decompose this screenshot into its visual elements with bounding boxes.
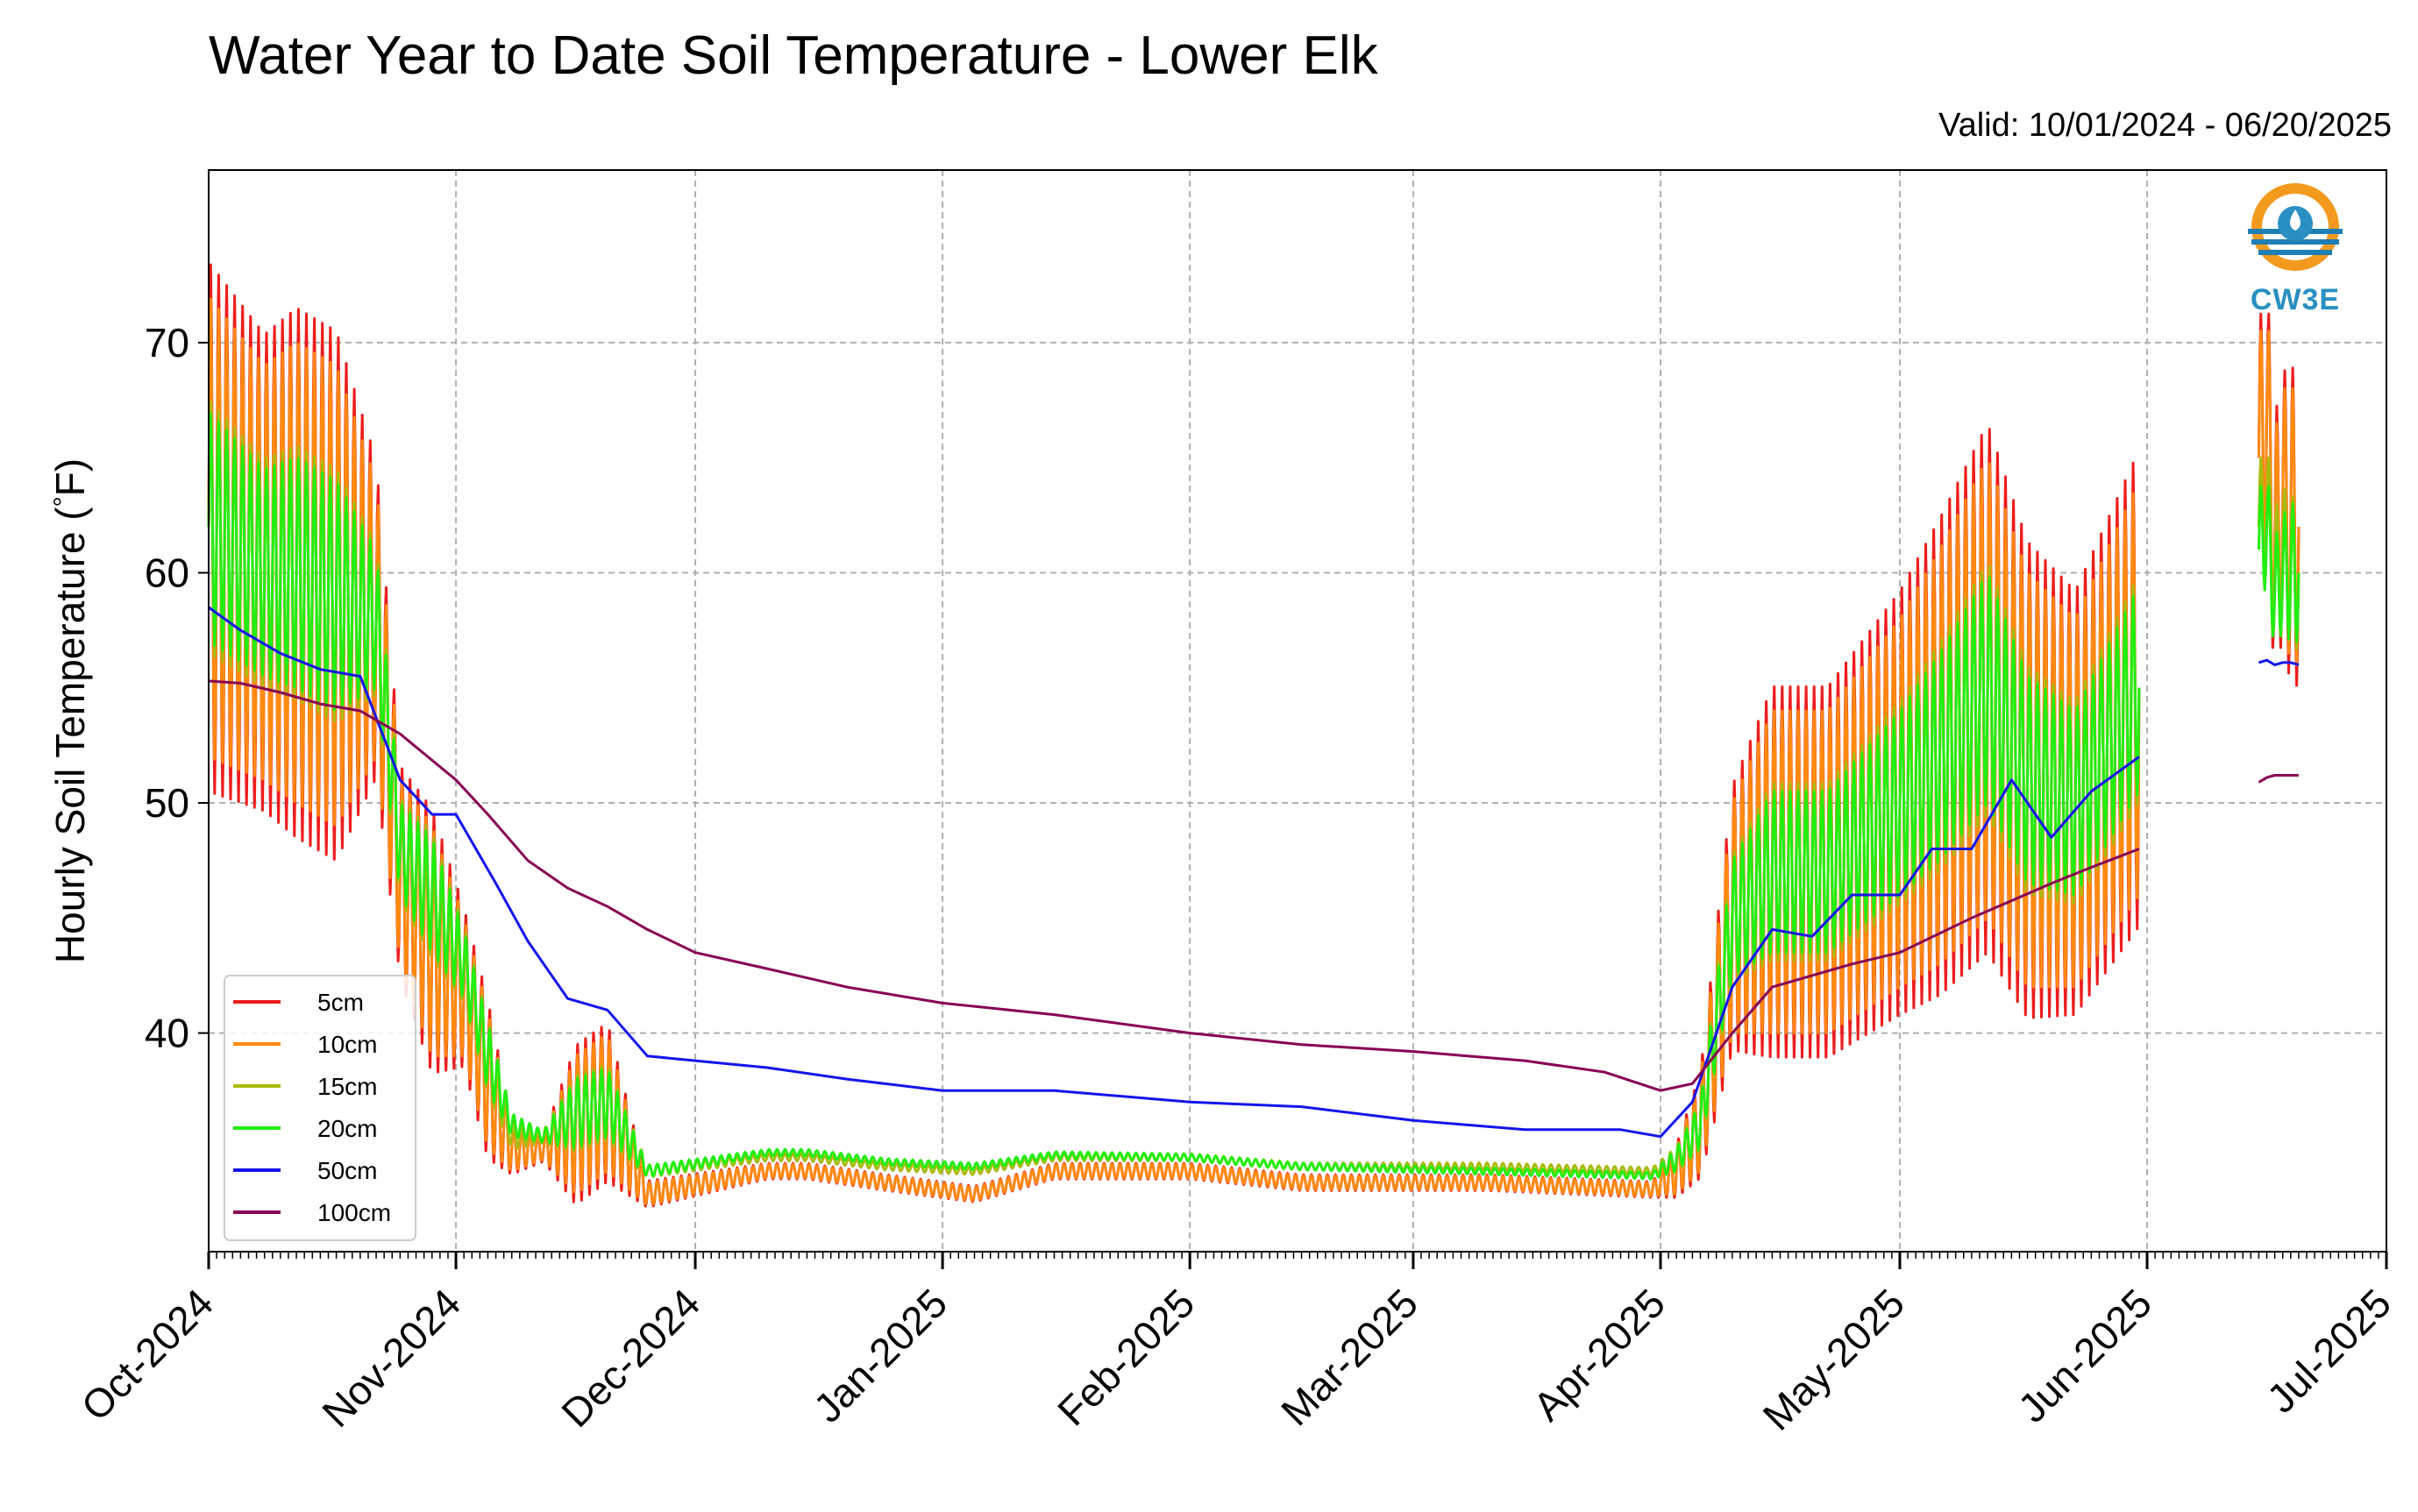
legend-label-10cm: 10cm xyxy=(317,1031,377,1058)
valid-date-range: Valid: 10/01/2024 - 06/20/2025 xyxy=(1938,107,2392,144)
y-axis-label: Hourly Soil Temperature (°F) xyxy=(47,458,93,963)
legend-label-20cm: 20cm xyxy=(317,1115,377,1142)
legend: 5cm 10cm 15cm 20cm 50cm 100cm xyxy=(224,975,416,1241)
cw3e-logo-text: CW3E xyxy=(2250,283,2341,316)
series-line-50cm xyxy=(208,606,2140,1139)
x-tick-label: Dec-2024 xyxy=(552,1280,708,1436)
x-tick-label: Nov-2024 xyxy=(313,1280,469,1436)
x-tick-label: Mar-2025 xyxy=(1272,1280,1426,1434)
series-line-100cm xyxy=(208,679,2140,1092)
legend-label-5cm: 5cm xyxy=(317,989,364,1016)
series-layer xyxy=(207,263,2301,1208)
plot-frame xyxy=(208,169,2387,1253)
series-line-50cm-segment-2 xyxy=(2258,658,2300,666)
legend-label-100cm: 100cm xyxy=(317,1199,391,1226)
x-tick-label: Jun-2025 xyxy=(2009,1280,2160,1430)
x-tick-label: Feb-2025 xyxy=(1049,1280,1203,1434)
cw3e-logo: CW3E xyxy=(2234,180,2357,320)
y-tick-label: 70 xyxy=(145,320,189,366)
chart-title: Water Year to Date Soil Temperature - Lo… xyxy=(209,25,1378,86)
y-tick-label: 40 xyxy=(145,1011,189,1056)
x-tick-label: Jan-2025 xyxy=(805,1280,956,1430)
x-tick-label: Oct-2024 xyxy=(73,1280,223,1430)
legend-box xyxy=(224,975,416,1241)
legend-label-50cm: 50cm xyxy=(317,1157,377,1184)
x-tick-label: Apr-2025 xyxy=(1524,1280,1674,1430)
series-line-100cm-segment-2 xyxy=(2258,774,2299,784)
legend-label-15cm: 15cm xyxy=(317,1073,377,1100)
y-tick-label: 50 xyxy=(145,780,189,826)
grid-layer xyxy=(209,170,2386,1252)
x-tick-label: May-2025 xyxy=(1754,1280,1913,1438)
series-line-20cm-segment-2 xyxy=(2257,485,2301,643)
y-tick-label: 60 xyxy=(145,550,189,595)
x-tick-label: Jul-2025 xyxy=(2258,1280,2400,1422)
series-line-20cm xyxy=(207,412,2141,1181)
cw3e-logo-icon xyxy=(2248,183,2343,271)
